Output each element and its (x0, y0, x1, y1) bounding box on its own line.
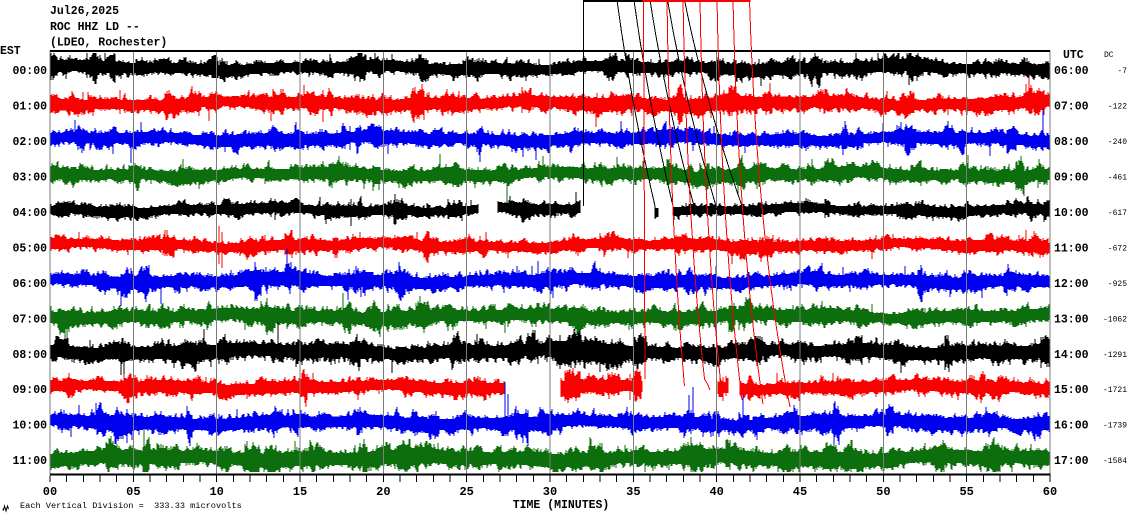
svg-text:05: 05 (126, 485, 140, 499)
svg-text:08:00: 08:00 (1054, 136, 1089, 149)
svg-text:TIME (MINUTES): TIME (MINUTES) (513, 499, 610, 512)
svg-text:-1291: -1291 (1103, 351, 1127, 360)
svg-text:EST: EST (0, 45, 21, 58)
svg-text:-240: -240 (1108, 138, 1127, 147)
svg-text:10:00: 10:00 (12, 420, 47, 433)
svg-text:14:00: 14:00 (1054, 349, 1089, 362)
svg-text:55: 55 (959, 485, 973, 499)
svg-text:-461: -461 (1108, 173, 1127, 182)
svg-text:-1739: -1739 (1103, 422, 1127, 431)
svg-text:07:00: 07:00 (12, 313, 47, 326)
svg-text:-617: -617 (1108, 209, 1127, 218)
svg-text:25: 25 (459, 485, 473, 499)
svg-text:06:00: 06:00 (1054, 65, 1089, 78)
svg-text:00:00: 00:00 (12, 65, 47, 78)
svg-text:09:00: 09:00 (1054, 171, 1089, 184)
svg-text:-1062: -1062 (1103, 315, 1127, 324)
svg-text:-672: -672 (1108, 244, 1127, 253)
svg-text:20: 20 (376, 485, 390, 499)
svg-text:09:00: 09:00 (12, 384, 47, 397)
svg-text:45: 45 (793, 485, 807, 499)
svg-text:01:00: 01:00 (12, 100, 47, 113)
svg-text:17:00: 17:00 (1054, 455, 1089, 468)
svg-text:06:00: 06:00 (12, 278, 47, 291)
svg-text:-7: -7 (1117, 67, 1127, 76)
svg-text:04:00: 04:00 (12, 207, 47, 220)
svg-text:15:00: 15:00 (1054, 384, 1089, 397)
svg-text:10: 10 (209, 485, 223, 499)
svg-text:DC: DC (1104, 51, 1114, 60)
svg-text:UTC: UTC (1063, 49, 1084, 62)
svg-text:40: 40 (709, 485, 723, 499)
svg-text:Each Vertical Division = 333.: Each Vertical Division = 333.33 microvol… (20, 501, 242, 511)
svg-text:10:00: 10:00 (1054, 207, 1089, 220)
svg-text:03:00: 03:00 (12, 171, 47, 184)
svg-text:30: 30 (543, 485, 557, 499)
svg-text:12:00: 12:00 (1054, 278, 1089, 291)
svg-text:50: 50 (876, 485, 890, 499)
svg-text:11:00: 11:00 (12, 455, 47, 468)
svg-text:08:00: 08:00 (12, 349, 47, 362)
svg-text:-925: -925 (1108, 280, 1127, 289)
svg-text:02:00: 02:00 (12, 136, 47, 149)
svg-text:-1721: -1721 (1103, 386, 1127, 395)
svg-text:Jul26,2025: Jul26,2025 (50, 5, 119, 18)
svg-text:35: 35 (626, 485, 640, 499)
svg-text:ROC HHZ LD --: ROC HHZ LD -- (50, 21, 140, 34)
svg-text:05:00: 05:00 (12, 242, 47, 255)
svg-text:13:00: 13:00 (1054, 313, 1089, 326)
svg-text:16:00: 16:00 (1054, 420, 1089, 433)
svg-text:(LDEO, Rochester): (LDEO, Rochester) (50, 37, 167, 50)
svg-text:00: 00 (43, 485, 57, 499)
svg-text:-1584: -1584 (1103, 457, 1127, 466)
svg-text:60: 60 (1043, 485, 1057, 499)
svg-text:11:00: 11:00 (1054, 242, 1089, 255)
svg-text:-122: -122 (1108, 102, 1127, 111)
svg-text:15: 15 (293, 485, 307, 499)
svg-text:07:00: 07:00 (1054, 100, 1089, 113)
